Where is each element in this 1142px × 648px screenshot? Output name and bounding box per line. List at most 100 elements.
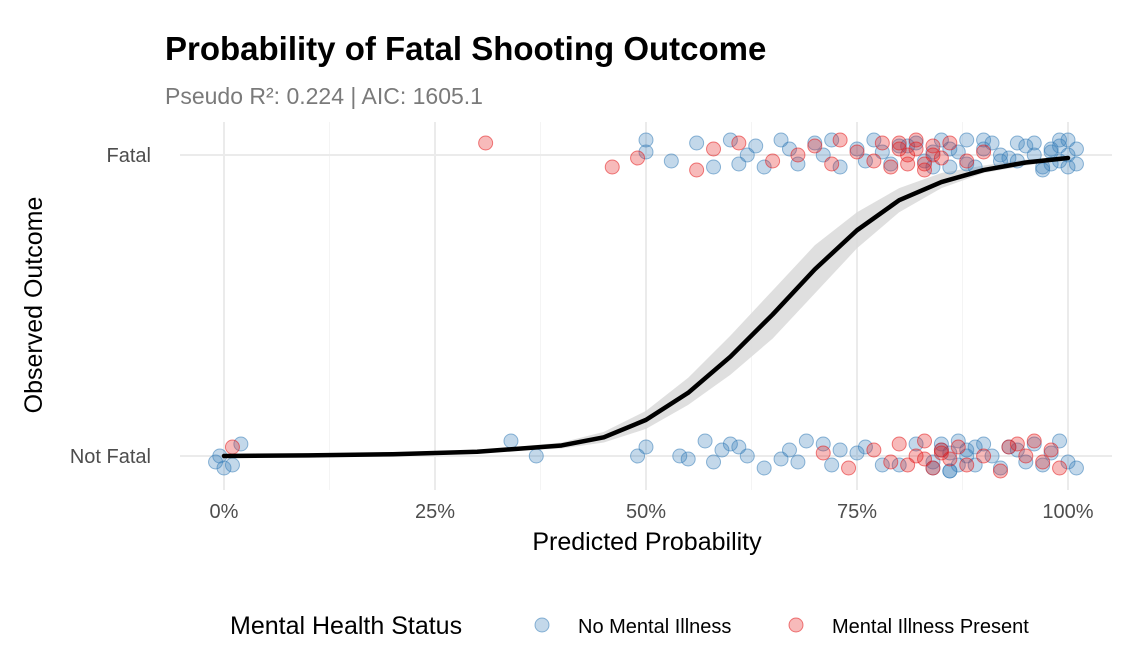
y-axis-title: Observed Outcome <box>20 197 48 414</box>
plot-area <box>180 122 1112 490</box>
data-point <box>731 135 747 151</box>
data-point <box>908 448 924 464</box>
data-point <box>976 436 992 452</box>
data-point <box>798 433 814 449</box>
data-point <box>891 141 907 157</box>
x-tick-label: 25% <box>415 501 455 523</box>
data-point <box>959 153 975 169</box>
data-point <box>722 132 738 148</box>
data-point <box>908 436 924 452</box>
x-axis-title: Predicted Probability <box>532 528 762 556</box>
data-point <box>908 141 924 157</box>
data-point <box>1068 156 1084 172</box>
data-point <box>883 159 899 175</box>
data-point <box>689 135 705 151</box>
data-point <box>781 141 797 157</box>
data-point <box>832 159 848 175</box>
data-point <box>756 159 772 175</box>
data-point <box>697 433 713 449</box>
data-point <box>233 436 249 452</box>
data-point <box>790 147 806 163</box>
fit-curve <box>221 155 1071 459</box>
data-point <box>959 457 975 473</box>
data-point <box>224 439 240 455</box>
fit-curve-layer <box>221 155 1071 459</box>
data-point <box>824 132 840 148</box>
data-point <box>630 150 646 166</box>
series-mental-illness-present <box>224 132 1068 479</box>
data-point <box>824 156 840 172</box>
data-point <box>604 159 620 175</box>
legend-marker-mental-illness-present <box>788 617 804 633</box>
data-point <box>638 144 654 160</box>
legend-title: Mental Health Status <box>230 612 462 640</box>
data-point <box>866 442 882 458</box>
data-point <box>874 457 890 473</box>
data-point <box>663 153 679 169</box>
data-point <box>1052 132 1068 148</box>
data-point <box>478 135 494 151</box>
data-point <box>917 451 933 467</box>
data-point <box>891 457 907 473</box>
data-point <box>959 442 975 458</box>
data-point <box>832 442 848 458</box>
data-point <box>790 454 806 470</box>
data-point <box>672 448 688 464</box>
data-point <box>841 460 857 476</box>
legend-marker-no-mental-illness <box>534 617 550 633</box>
data-point <box>503 433 519 449</box>
data-point <box>1052 138 1068 154</box>
data-point <box>1009 442 1025 458</box>
data-point <box>992 147 1008 163</box>
data-point <box>756 460 772 476</box>
data-point <box>933 445 949 461</box>
data-point <box>866 153 882 169</box>
data-point <box>950 457 966 473</box>
data-point <box>714 442 730 458</box>
data-point <box>857 439 873 455</box>
data-point <box>942 463 958 479</box>
data-point <box>992 463 1008 479</box>
points-layer <box>208 132 1084 479</box>
data-point <box>1009 135 1025 151</box>
data-point <box>689 162 705 178</box>
legend-label-mental-illness-present: Mental Illness Present <box>832 616 1029 638</box>
y-axis-ticks: Not Fatal Fatal <box>70 145 151 468</box>
data-point <box>900 156 916 172</box>
data-point <box>638 439 654 455</box>
data-point <box>1068 460 1084 476</box>
data-point <box>706 159 722 175</box>
data-point <box>925 147 941 163</box>
data-point <box>807 138 823 154</box>
data-point <box>1018 448 1034 464</box>
data-point <box>739 448 755 464</box>
data-point <box>849 144 865 160</box>
data-point <box>942 451 958 467</box>
data-point <box>832 132 848 148</box>
legend-label-no-mental-illness: No Mental Illness <box>578 616 731 638</box>
x-axis-ticks: 0% 25% 50% 75% 100% <box>210 501 1094 523</box>
x-tick-label: 50% <box>626 501 666 523</box>
data-point <box>942 135 958 151</box>
chart-title: Probability of Fatal Shooting Outcome <box>165 30 766 67</box>
data-point <box>706 454 722 470</box>
x-tick-label: 100% <box>1042 501 1093 523</box>
data-point <box>680 451 696 467</box>
x-tick-label: 0% <box>210 501 239 523</box>
data-point <box>917 433 933 449</box>
data-point <box>1035 162 1051 178</box>
y-tick-label: Not Fatal <box>70 446 151 468</box>
data-point <box>1009 436 1025 452</box>
data-point <box>933 150 949 166</box>
data-point <box>815 445 831 461</box>
data-point <box>1043 442 1059 458</box>
data-point <box>984 448 1000 464</box>
chart-subtitle: Pseudo R²: 0.224 | AIC: 1605.1 <box>165 83 483 109</box>
data-point <box>528 448 544 464</box>
x-tick-label: 75% <box>837 501 877 523</box>
data-point <box>1068 141 1084 157</box>
data-point <box>1043 144 1059 160</box>
data-point <box>950 439 966 455</box>
data-point <box>765 153 781 169</box>
